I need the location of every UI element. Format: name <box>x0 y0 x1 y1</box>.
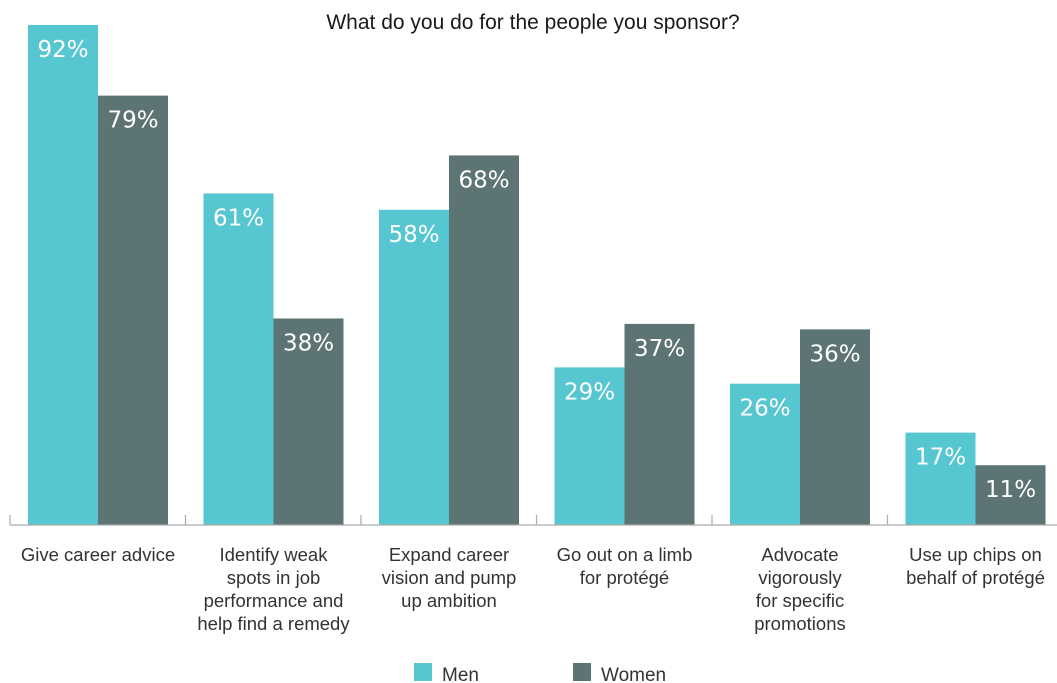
legend-swatch-men <box>414 663 432 681</box>
data-label-men-5: 17% <box>915 445 966 471</box>
data-label-men-4: 26% <box>739 396 790 422</box>
data-labels-layer: 92% 61% 58% 29% 26% 17% 79% 38% 68% 37% 36% 11% <box>37 37 1036 503</box>
data-label-women-5: 11% <box>985 477 1036 503</box>
data-label-men-0: 92% <box>37 37 88 63</box>
category-label-4: Advocate vigorously for specific promotions <box>754 544 846 634</box>
bar-women-4 <box>800 329 870 525</box>
category-labels: Give career advice Identify weak spots in … <box>21 544 1045 634</box>
category-label-0: Give career advice <box>21 544 175 565</box>
bar-women-0 <box>98 95 168 525</box>
legend: Men Women <box>414 663 666 683</box>
legend-item-men: Men <box>414 663 479 683</box>
bar-men-2 <box>379 209 449 525</box>
legend-swatch-women <box>573 663 591 681</box>
legend-item-women: Women <box>573 663 666 683</box>
data-label-men-1: 61% <box>213 205 264 231</box>
bar-men-3 <box>554 367 625 525</box>
bar-men-4 <box>730 383 800 525</box>
category-label-3: Go out on a limb for protégé <box>557 544 693 588</box>
data-label-women-3: 37% <box>634 336 685 362</box>
data-label-women-4: 36% <box>809 341 860 367</box>
bar-women-2 <box>449 155 519 526</box>
bar-men-5 <box>905 432 976 525</box>
bar-women-5 <box>975 465 1046 525</box>
category-label-2: Expand career vision and pump up ambition <box>382 544 517 611</box>
data-label-women-1: 38% <box>283 330 334 356</box>
category-label-5: Use up chips on behalf of protégé <box>906 544 1045 588</box>
data-label-men-2: 58% <box>388 222 439 248</box>
x-axis <box>9 515 1057 526</box>
chart-title: What do you do for the people you sponso… <box>326 11 739 34</box>
bar-women-1 <box>273 318 344 525</box>
legend-label-women: Women <box>601 665 666 683</box>
data-label-women-2: 68% <box>458 167 509 193</box>
bar-men-1 <box>203 193 274 525</box>
category-label-1: Identify weak spots in job performance and… <box>197 544 350 634</box>
bar-men-0 <box>28 24 98 525</box>
data-label-men-3: 29% <box>564 379 615 405</box>
bars-layer <box>28 24 1046 526</box>
bar-women-3 <box>624 323 695 525</box>
legend-label-men: Men <box>442 665 479 683</box>
data-label-women-0: 79% <box>107 108 158 134</box>
